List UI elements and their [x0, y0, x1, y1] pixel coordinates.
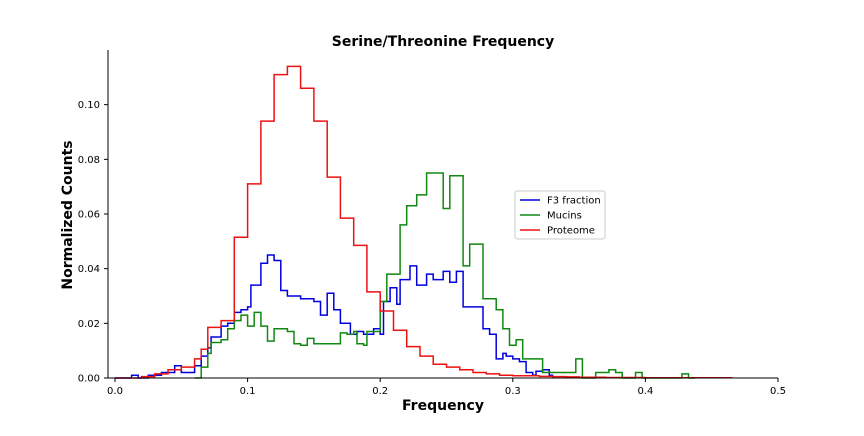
x-tick-label: 0.1 — [240, 386, 256, 397]
x-tick-label: 0.0 — [107, 386, 123, 397]
x-tick-label: 0.2 — [372, 386, 388, 397]
x-tick-label: 0.4 — [637, 386, 653, 397]
series-line-0 — [115, 254, 554, 379]
y-ticks: 0.00 0.02 0.04 0.06 0.08 0.10 — [78, 100, 108, 385]
y-tick-label: 0.06 — [78, 210, 100, 221]
y-tick-label: 0.08 — [78, 155, 100, 166]
y-tick-label: 0.02 — [78, 319, 100, 330]
y-tick-label: 0.10 — [78, 100, 100, 111]
x-ticks: 0.0 0.1 0.2 0.3 0.4 0.5 — [107, 378, 786, 397]
y-tick-label: 0.04 — [78, 264, 100, 275]
series-line-1 — [194, 172, 696, 379]
x-axis-label: Frequency — [402, 398, 484, 414]
legend-item-label: Proteome — [547, 226, 595, 237]
chart-title: Serine/Threonine Frequency — [332, 34, 554, 50]
y-tick-label: 0.00 — [78, 374, 100, 385]
y-axis-label: Normalized Counts — [60, 140, 76, 289]
legend-item-label: F3 fraction — [547, 196, 601, 207]
x-tick-label: 0.3 — [505, 386, 521, 397]
legend: F3 fraction Mucins Proteome — [514, 190, 606, 240]
series-layer — [115, 65, 733, 379]
series-line-2 — [115, 65, 733, 379]
legend-item-label: Mucins — [547, 211, 582, 222]
legend-frame — [514, 190, 606, 240]
x-tick-label: 0.5 — [770, 386, 786, 397]
